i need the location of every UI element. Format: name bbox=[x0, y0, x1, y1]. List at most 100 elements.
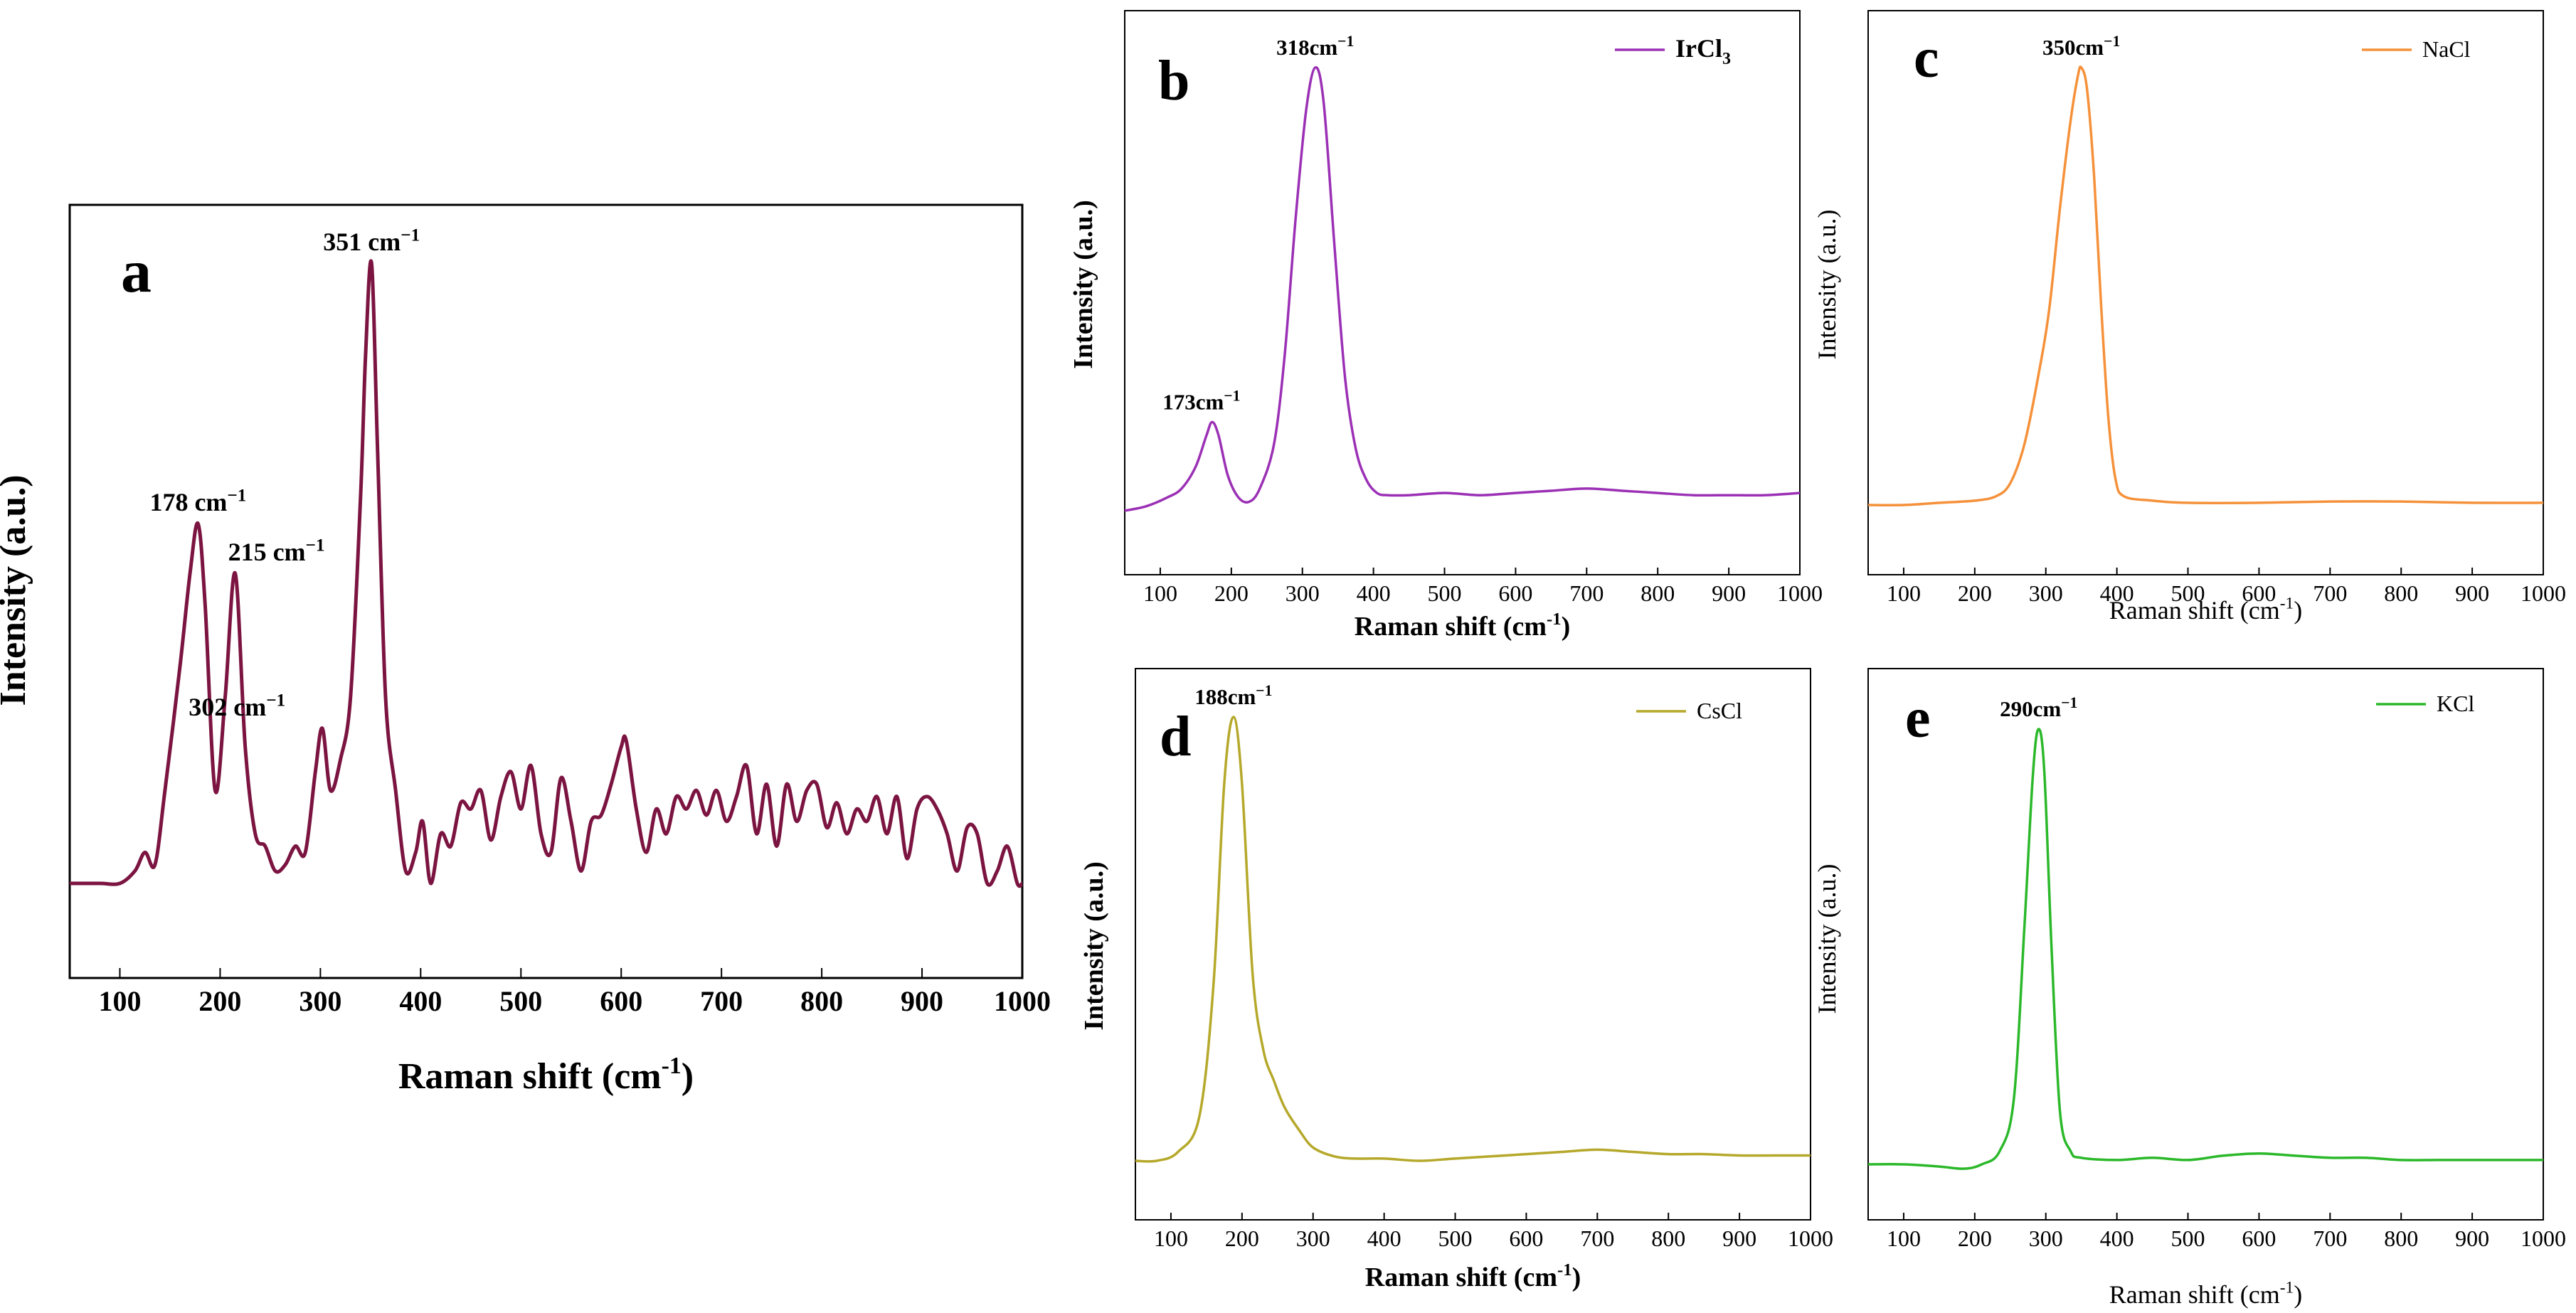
panel-label: e bbox=[1905, 687, 1931, 750]
x-tick-label: 400 bbox=[1367, 1226, 1401, 1251]
legend-label: KCl bbox=[2437, 691, 2474, 716]
x-tick-label: 200 bbox=[198, 985, 241, 1017]
peak-annotation: 350cm−1 bbox=[2042, 33, 2120, 60]
x-tick-label: 900 bbox=[2455, 1226, 2489, 1251]
peak-annotation-text: 318cm bbox=[1276, 35, 1337, 60]
x-tick-label: 500 bbox=[499, 985, 542, 1017]
peak-annotation: 178 cm−1 bbox=[149, 487, 246, 517]
y-axis-label: Intensity (a.u.) bbox=[1069, 200, 1098, 369]
plot-frame bbox=[1135, 668, 1811, 1221]
peak-annotation-text: 302 cm bbox=[189, 693, 266, 721]
peak-annotation-text: 188cm bbox=[1194, 684, 1256, 709]
legend-label-text: CsCl bbox=[1697, 698, 1742, 723]
plot-frame bbox=[1124, 10, 1801, 575]
chart-panel-a: 100 200 300 400 500 600 700 800 900 1000 Raman shi… bbox=[0, 203, 1051, 1097]
peak-annotation: 318cm−1 bbox=[1276, 33, 1354, 60]
x-axis-label-suffix: ) bbox=[2294, 1280, 2302, 1309]
x-tick-label: 900 bbox=[1722, 1226, 1756, 1251]
x-axis-label: Raman shift (cm-1) bbox=[1365, 1260, 1581, 1292]
peak-annotation-text: 350cm bbox=[2042, 35, 2104, 60]
x-axis-label-text: Raman shift (cm bbox=[1365, 1262, 1557, 1292]
x-tick-label: 400 bbox=[399, 985, 442, 1017]
x-tick-label: 600 bbox=[1509, 1226, 1543, 1251]
legend-label-text: KCl bbox=[2437, 691, 2474, 716]
x-tick-label: 300 bbox=[299, 985, 341, 1017]
panel-label: d bbox=[1160, 706, 1192, 768]
x-axis-label-suffix: ) bbox=[682, 1056, 694, 1097]
peak-annotation: 173cm−1 bbox=[1162, 388, 1240, 415]
x-tick-label: 300 bbox=[2029, 1226, 2063, 1251]
x-tick-label: 900 bbox=[2455, 580, 2489, 606]
x-tick-label: 300 bbox=[1286, 580, 1320, 606]
series-line-e bbox=[1867, 728, 2543, 1170]
legend-label: IrCl3 bbox=[1675, 34, 1731, 68]
y-axis-label: Intensity (a.u.) bbox=[1813, 210, 1841, 360]
x-tick-label: 100 bbox=[98, 985, 141, 1017]
x-tick-label: 400 bbox=[1357, 580, 1391, 606]
x-tick-label: 1000 bbox=[2521, 1226, 2566, 1251]
x-axis-label-text: Raman shift (cm bbox=[2109, 1280, 2280, 1309]
x-tick-label: 1000 bbox=[994, 985, 1051, 1017]
x-tick-label: 1000 bbox=[2521, 580, 2566, 606]
peak-annotation-sup: −1 bbox=[401, 225, 420, 245]
y-axis-label: Intensity (a.u.) bbox=[1079, 861, 1109, 1031]
x-tick-label: 800 bbox=[1641, 580, 1675, 606]
peak-annotation-sup: −1 bbox=[1256, 682, 1272, 699]
peak-annotation-text: 290cm bbox=[2000, 696, 2061, 721]
x-tick-label: 200 bbox=[1958, 580, 1992, 606]
x-tick-label: 600 bbox=[2242, 580, 2276, 606]
x-tick-label: 500 bbox=[1428, 580, 1462, 606]
x-tick-label: 700 bbox=[2313, 580, 2347, 606]
x-tick-label: 500 bbox=[2171, 580, 2205, 606]
panel-label: c bbox=[1914, 27, 1939, 90]
x-tick-label: 700 bbox=[2313, 1226, 2347, 1251]
chart-panel-e: 100 200 300 400 500 600 700 800 900 1000 Raman shi… bbox=[1813, 668, 2566, 1309]
x-tick-label: 100 bbox=[1143, 580, 1177, 606]
x-axis-label: Raman shift (cm-1) bbox=[398, 1053, 694, 1097]
peak-annotation-sup: −1 bbox=[227, 487, 246, 506]
x-tick-label: 200 bbox=[1225, 1226, 1259, 1251]
x-tick-label: 700 bbox=[1569, 580, 1604, 606]
x-tick-label: 900 bbox=[1712, 580, 1746, 606]
x-tick-label: 600 bbox=[600, 985, 642, 1017]
peak-annotation-sup: −1 bbox=[1224, 388, 1240, 405]
x-tick-label: 200 bbox=[1214, 580, 1249, 606]
x-tick-label: 700 bbox=[700, 985, 743, 1017]
x-axis-label-sup: -1 bbox=[2280, 595, 2294, 613]
peak-annotation-sup: −1 bbox=[2104, 33, 2120, 50]
panel-label: a bbox=[121, 237, 152, 305]
x-tick-label: 500 bbox=[1438, 1226, 1473, 1251]
x-tick-label: 100 bbox=[1887, 580, 1921, 606]
x-axis-label-suffix: ) bbox=[2294, 596, 2302, 624]
x-axis-label: Raman shift (cm-1) bbox=[1355, 610, 1570, 642]
plot-frame bbox=[68, 203, 1024, 979]
x-tick-label: 400 bbox=[2100, 580, 2134, 606]
legend-label-text: IrCl bbox=[1675, 34, 1722, 63]
x-axis-label: Raman shift (cm-1) bbox=[2109, 1279, 2302, 1309]
legend-label: NaCl bbox=[2422, 36, 2471, 62]
peak-annotation-sup: −1 bbox=[1337, 33, 1354, 50]
x-tick-label: 300 bbox=[1296, 1226, 1330, 1251]
x-tick-label: 100 bbox=[1887, 1226, 1921, 1251]
legend-label-text: NaCl bbox=[2422, 36, 2471, 62]
peak-annotation: 351 cm−1 bbox=[323, 225, 420, 256]
series-line-c bbox=[1867, 65, 2544, 506]
x-tick-label: 900 bbox=[901, 985, 943, 1017]
peak-annotation-sup: −1 bbox=[2061, 694, 2077, 711]
y-axis-label: Intensity (a.u.) bbox=[1813, 864, 1841, 1014]
x-tick-label: 500 bbox=[2171, 1226, 2205, 1251]
x-axis-label-sup: -1 bbox=[662, 1053, 682, 1079]
series-line-a bbox=[70, 259, 1024, 888]
y-axis-label: Intensity (a.u.) bbox=[0, 474, 33, 706]
plot-frame bbox=[1867, 10, 2544, 575]
peak-annotation: 290cm−1 bbox=[2000, 694, 2077, 721]
peak-annotation-sup: −1 bbox=[266, 691, 285, 710]
plot-frame bbox=[1867, 668, 2544, 1221]
x-axis-label-sup: -1 bbox=[2280, 1279, 2294, 1297]
peak-annotation-sup: −1 bbox=[306, 536, 325, 555]
x-tick-label: 800 bbox=[800, 985, 843, 1017]
chart-panel-b: 100 200 300 400 500 600 700 800 900 1000 Raman shi… bbox=[1069, 10, 1823, 642]
x-tick-label: 1000 bbox=[1788, 1226, 1833, 1251]
x-tick-label: 300 bbox=[2029, 580, 2063, 606]
x-tick-label: 100 bbox=[1154, 1226, 1188, 1251]
